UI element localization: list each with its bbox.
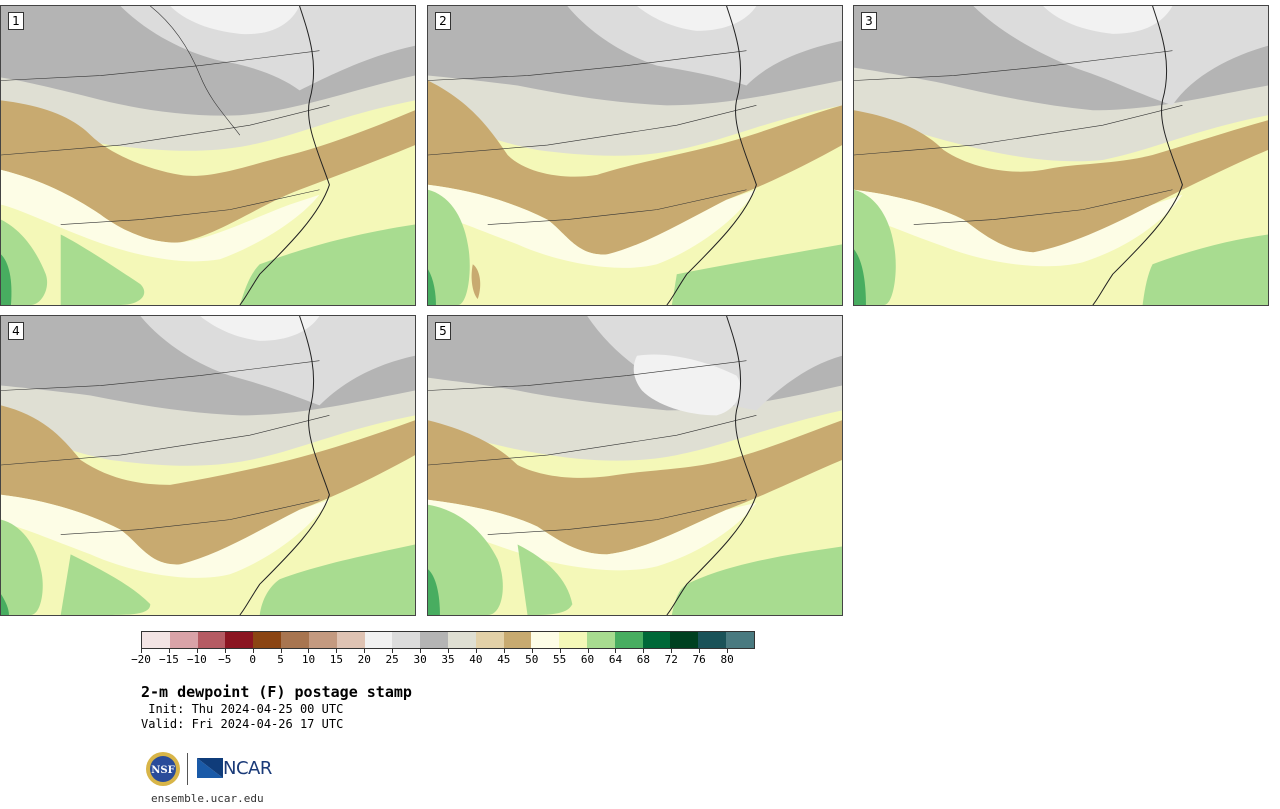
dewpoint-map xyxy=(1,6,415,305)
colorbar-tick-mark xyxy=(392,649,394,653)
dewpoint-map xyxy=(428,316,842,615)
init-time: Init: Thu 2024-04-25 00 UTC xyxy=(141,702,344,716)
colorbar-tick-label: 72 xyxy=(664,653,678,666)
colorbar-tick-label: 30 xyxy=(413,653,427,666)
colorbar-swatch xyxy=(503,632,532,648)
dewpoint-map xyxy=(854,6,1268,305)
colorbar-tick-mark xyxy=(336,649,338,653)
colorbar-tick-label: 55 xyxy=(553,653,567,666)
colorbar-tick-mark xyxy=(727,649,729,653)
colorbar-tick-mark xyxy=(503,649,505,653)
colorbar-swatch xyxy=(225,632,254,648)
colorbar-tick-mark xyxy=(364,649,366,653)
colorbar-swatch xyxy=(698,632,727,648)
colorbar-swatch xyxy=(169,632,198,648)
colorbar-tick-label: 15 xyxy=(329,653,343,666)
colorbar-tick-label: 40 xyxy=(469,653,483,666)
map-title: 2-m dewpoint (F) postage stamp xyxy=(141,683,412,701)
colorbar-tick-label: 76 xyxy=(692,653,706,666)
colorbar-tick-label: 68 xyxy=(636,653,650,666)
colorbar-tick-mark xyxy=(699,649,701,653)
colorbar-tick-label: 50 xyxy=(525,653,539,666)
colorbar-tick-mark xyxy=(475,649,477,653)
colorbar-swatch xyxy=(420,632,448,648)
colorbar-tick-label: 10 xyxy=(301,653,316,666)
logos: NSF NCAR xyxy=(145,751,275,787)
colorbar-tick-mark xyxy=(141,649,142,653)
colorbar-tick-mark xyxy=(448,649,449,653)
member-label: 2 xyxy=(435,12,451,30)
colorbar-tick-mark xyxy=(420,649,422,653)
colorbar-tick-labels: −20 −15 −10 −5 0 5 10 15 20 25 30 35 40 45 50 55 60 64 68 7… xyxy=(131,649,755,668)
colorbar-swatch xyxy=(336,632,365,648)
colorbar-swatch xyxy=(531,632,560,648)
colorbar xyxy=(141,631,755,649)
ncar-logo: NCAR xyxy=(197,756,277,782)
colorbar-tick-label: 35 xyxy=(441,653,455,666)
member-label: 1 xyxy=(8,12,24,30)
colorbar-swatch xyxy=(281,632,309,648)
colorbar-tick-label: 20 xyxy=(357,653,371,666)
colorbar-tick-label: 45 xyxy=(497,653,511,666)
colorbar-swatch xyxy=(447,632,476,648)
colorbar-swatch xyxy=(614,632,643,648)
member-label: 4 xyxy=(8,322,24,340)
colorbar-swatch xyxy=(142,632,170,648)
colorbar-tick-mark xyxy=(643,649,645,653)
colorbar-tick-mark xyxy=(168,649,170,653)
colorbar-tick-mark xyxy=(280,649,282,653)
colorbar-swatch xyxy=(559,632,587,648)
colorbar-tick-mark xyxy=(587,649,589,653)
colorbar-tick-mark xyxy=(224,649,226,653)
postage-stamp-panel-3: 3 xyxy=(853,5,1269,306)
valid-time: Valid: Fri 2024-04-26 17 UTC xyxy=(141,717,344,731)
site-url: ensemble.ucar.edu xyxy=(151,792,264,805)
colorbar-swatch xyxy=(253,632,282,648)
colorbar-swatch xyxy=(392,632,421,648)
member-label: 3 xyxy=(861,12,877,30)
colorbar-swatch xyxy=(726,632,754,648)
member-label: 5 xyxy=(435,322,451,340)
colorbar-tick-label: −20 xyxy=(131,653,151,666)
colorbar-tick-label: 0 xyxy=(249,653,256,666)
colorbar-swatch xyxy=(670,632,699,648)
colorbar-swatch xyxy=(475,632,504,648)
colorbar-tick-mark xyxy=(308,649,310,653)
svg-text:NSF: NSF xyxy=(151,765,174,776)
colorbar-tick-label: −5 xyxy=(218,653,232,666)
colorbar-swatch xyxy=(308,632,337,648)
colorbar-swatch xyxy=(587,632,615,648)
colorbar-tick-label: −10 xyxy=(186,653,207,666)
colorbar-tick-mark xyxy=(196,649,198,653)
postage-stamp-panel-4: 4 xyxy=(0,315,416,616)
ncar-mark-icon xyxy=(197,758,223,778)
colorbar-tick-label: −15 xyxy=(158,653,179,666)
postage-stamp-panel-5: 5 xyxy=(427,315,843,616)
dewpoint-map xyxy=(1,316,415,615)
postage-stamp-panel-1: 1 xyxy=(0,5,416,306)
ncar-wordmark: NCAR xyxy=(223,758,272,779)
colorbar-tick-mark xyxy=(615,649,617,653)
colorbar-swatch xyxy=(197,632,226,648)
colorbar-tick-label: 60 xyxy=(580,653,595,666)
colorbar-tick-label: 64 xyxy=(608,653,623,666)
postage-stamp-panel-2: 2 xyxy=(427,5,843,306)
colorbar-tick-label: 25 xyxy=(385,653,399,666)
colorbar-swatch xyxy=(642,632,671,648)
colorbar-tick-mark xyxy=(531,649,533,653)
colorbar-tick-mark xyxy=(559,649,561,653)
colorbar-tick-label: 80 xyxy=(720,653,734,666)
colorbar-tick-mark xyxy=(252,649,254,653)
colorbar-tick-mark xyxy=(671,649,673,653)
logo-divider xyxy=(187,753,188,785)
colorbar-tick-label: 5 xyxy=(277,653,284,666)
dewpoint-map xyxy=(428,6,842,305)
nsf-logo: NSF xyxy=(146,752,180,786)
colorbar-swatch xyxy=(364,632,393,648)
